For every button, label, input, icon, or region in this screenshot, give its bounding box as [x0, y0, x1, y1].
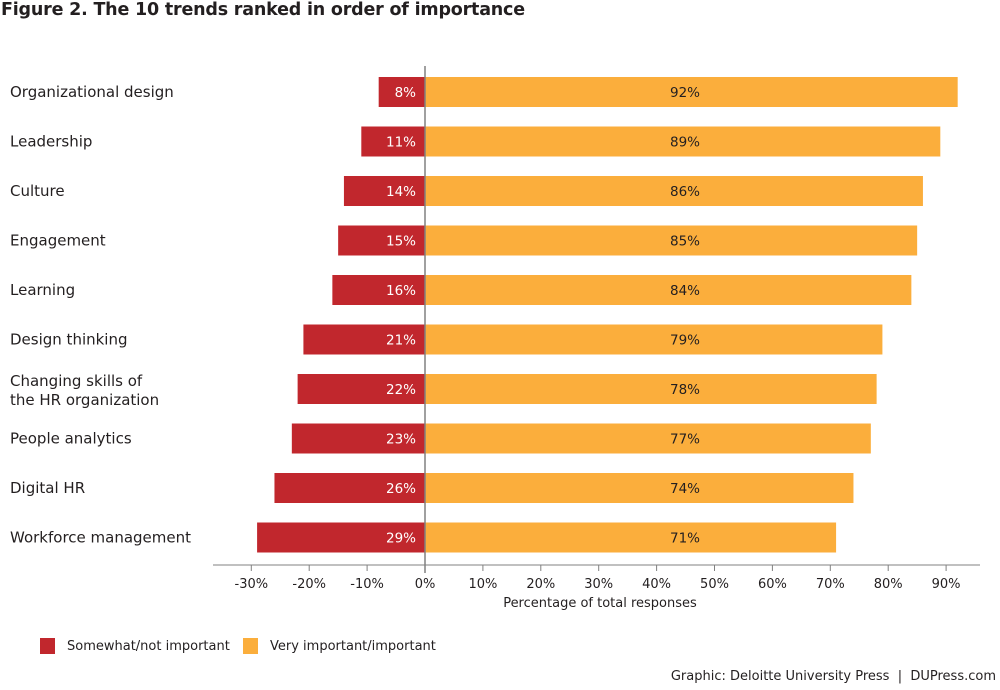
category-label: People analytics: [10, 430, 132, 448]
category-labels: Organizational design Leadership Culture En…: [10, 83, 191, 547]
value-label-positive: 74%: [670, 481, 700, 497]
bar-very-important: [425, 522, 837, 553]
value-label-positive: 86%: [670, 184, 700, 200]
bar-very-important: [425, 77, 958, 107]
value-label-positive: 71%: [670, 531, 700, 547]
x-tick-label: -20%: [292, 577, 326, 592]
value-label-positive: 89%: [670, 135, 700, 151]
value-label-positive: 92%: [670, 85, 700, 101]
x-tick-label: 10%: [468, 577, 497, 592]
x-tick-label: 0%: [415, 577, 436, 592]
category-label: Culture: [10, 182, 65, 200]
x-tick-label: -10%: [350, 577, 384, 592]
x-tick-label: -30%: [235, 577, 269, 592]
bar-somewhat-not-important: [332, 275, 425, 305]
bar-somewhat-not-important: [343, 176, 425, 206]
chart-title: Figure 2. The 10 trends ranked in order …: [1, 0, 525, 20]
category-label: Digital HR: [10, 479, 85, 497]
value-label-positive: 85%: [670, 234, 700, 250]
value-label-negative: 15%: [386, 234, 416, 250]
bar-very-important: [425, 374, 877, 404]
bar-somewhat-not-important: [361, 126, 425, 157]
category-label: Organizational design: [10, 83, 174, 101]
category-label: Changing skills of the HR organization: [10, 372, 159, 409]
value-label-negative: 22%: [386, 382, 416, 398]
x-axis-label: Percentage of total responses: [503, 596, 697, 611]
value-labels: 8% 92% 11% 89% 14% 86% 15% 85% 16% 84% 21% 79% 22% 78…: [386, 85, 700, 547]
value-label-positive: 84%: [670, 283, 700, 299]
x-tick-label: 70%: [816, 577, 845, 592]
bar-very-important: [425, 324, 883, 355]
bar-somewhat-not-important: [378, 77, 425, 107]
bar-very-important: [425, 275, 912, 305]
x-tick-label: 40%: [642, 577, 671, 592]
value-label-negative: 11%: [386, 135, 416, 151]
value-label-negative: 26%: [386, 481, 416, 497]
legend-label-negative: Somewhat/not important: [67, 638, 230, 654]
category-label: Workforce management: [10, 529, 191, 547]
bar-somewhat-not-important: [338, 225, 425, 256]
bar-somewhat-not-important: [291, 423, 425, 454]
bar-very-important: [425, 225, 918, 256]
x-tick-label: 80%: [874, 577, 903, 592]
x-tick-label: 20%: [526, 577, 555, 592]
value-label-negative: 16%: [386, 283, 416, 299]
legend-item-negative: Somewhat/not important: [40, 638, 230, 654]
x-tick-label: 50%: [700, 577, 729, 592]
x-tick-label: 60%: [758, 577, 787, 592]
category-label: Design thinking: [10, 331, 128, 349]
bar-very-important: [425, 126, 941, 157]
legend-label-positive: Very important/important: [270, 638, 436, 654]
bar-very-important: [425, 473, 854, 503]
value-label-positive: 77%: [670, 432, 700, 448]
bar-very-important: [425, 176, 923, 206]
bar-somewhat-not-important: [303, 324, 425, 355]
value-label-positive: 79%: [670, 333, 700, 349]
value-label-negative: 29%: [386, 531, 416, 547]
legend-swatch-negative: [40, 638, 55, 654]
value-label-positive: 78%: [670, 382, 700, 398]
category-label: Learning: [10, 281, 75, 299]
value-label-negative: 14%: [386, 184, 416, 200]
x-tick-label: 30%: [584, 577, 613, 592]
value-label-negative: 23%: [386, 432, 416, 448]
bars: [257, 77, 958, 553]
value-label-negative: 8%: [395, 85, 417, 101]
legend-item-positive: Very important/important: [243, 638, 436, 654]
x-tick-label: 90%: [932, 577, 961, 592]
bar-very-important: [425, 423, 871, 454]
category-label: Engagement: [10, 232, 106, 250]
source-credit: Graphic: Deloitte University Press | DUP…: [670, 669, 996, 684]
bar-somewhat-not-important: [297, 374, 425, 404]
category-label: Leadership: [10, 133, 92, 151]
bar-somewhat-not-important: [274, 473, 425, 503]
x-axis: -30% -20% -10% 0% 10% 20% 30% 40% 50% 60% 70% 80% 90…: [213, 66, 980, 592]
value-label-negative: 21%: [386, 333, 416, 349]
bar-somewhat-not-important: [257, 522, 425, 553]
legend-swatch-positive: [243, 638, 258, 654]
